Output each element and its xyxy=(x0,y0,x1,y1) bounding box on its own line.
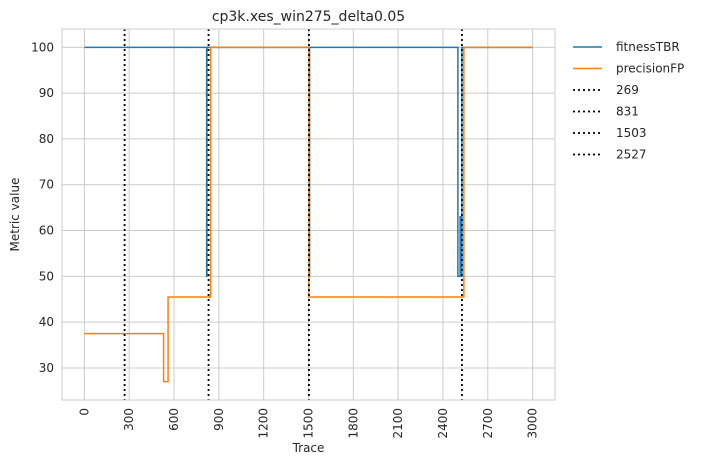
x-tick-label: 1200 xyxy=(257,408,271,439)
y-axis-label: Metric value xyxy=(8,178,22,252)
y-tick-label: 80 xyxy=(39,132,54,146)
x-tick-label: 1500 xyxy=(302,408,316,439)
y-tick-label: 70 xyxy=(39,178,54,192)
series-line-fitnessTBR xyxy=(84,46,533,278)
x-tick-label: 600 xyxy=(167,408,181,431)
plot-frame xyxy=(61,28,556,401)
legend-label: 831 xyxy=(616,105,639,119)
legend-label: 2527 xyxy=(616,148,647,162)
x-tick-label: 2400 xyxy=(436,408,450,439)
legend-label: fitnessTBR xyxy=(616,40,680,54)
x-tick-label: 2700 xyxy=(481,408,495,439)
y-tick-label: 100 xyxy=(31,40,54,54)
y-tick-label: 40 xyxy=(39,315,54,329)
x-axis-label: Trace xyxy=(292,441,325,455)
x-tick-label: 900 xyxy=(212,408,226,431)
chart-title: cp3k.xes_win275_delta0.05 xyxy=(212,9,405,25)
x-tick-label: 0 xyxy=(77,408,91,416)
x-tick-label: 3000 xyxy=(526,408,540,439)
x-tick-label: 1800 xyxy=(346,408,360,439)
x-tick-label: 2100 xyxy=(391,408,405,439)
legend: fitnessTBR precisionFP 269 831 1503 2527 xyxy=(573,40,684,162)
legend-label: 1503 xyxy=(616,126,647,140)
x-tick-label: 300 xyxy=(122,408,136,431)
y-tick-label: 30 xyxy=(39,361,54,375)
y-tick-label: 90 xyxy=(39,86,54,100)
series-line-precisionFP xyxy=(84,46,533,383)
legend-label: precisionFP xyxy=(616,62,684,76)
y-tick-label: 50 xyxy=(39,269,54,283)
y-tick-label: 60 xyxy=(39,224,54,238)
plot-area xyxy=(84,29,533,400)
axes: 30 40 50 60 70 80 90 100 0 300 600 900 1200 1500 1800 2… xyxy=(31,28,556,439)
legend-label: 269 xyxy=(616,83,639,97)
